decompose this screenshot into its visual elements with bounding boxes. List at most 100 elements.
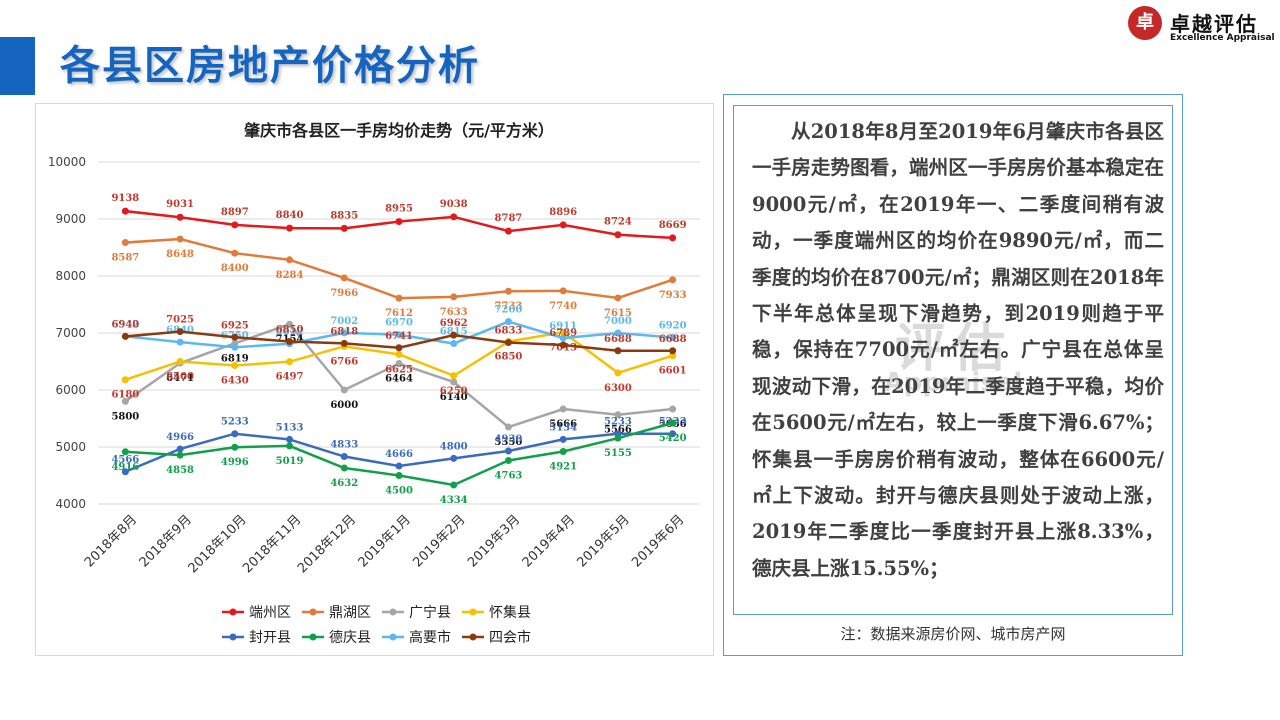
x-tick-label: 2019年2月: [410, 512, 468, 570]
data-label: 7733: [495, 301, 523, 312]
data-point: [504, 318, 512, 326]
data-point: [121, 376, 129, 384]
data-label: 6833: [495, 326, 523, 337]
data-label: 6925: [221, 320, 249, 331]
data-label: 4996: [221, 457, 249, 468]
data-point: [395, 218, 403, 226]
data-point: [286, 338, 294, 346]
watermark-en: Appraisal: [883, 368, 1023, 398]
data-label: 6850: [276, 325, 304, 336]
data-point: [504, 227, 512, 235]
data-label: 9138: [111, 193, 139, 204]
data-label: 7025: [166, 315, 194, 326]
data-point: [614, 434, 622, 442]
data-label: 5666: [549, 419, 577, 430]
data-label: 5155: [604, 448, 632, 459]
data-label: 6911: [549, 321, 577, 332]
y-tick-label: 6000: [55, 383, 86, 397]
data-label: 8835: [330, 210, 358, 221]
data-point: [176, 235, 184, 243]
price-trend-chart-panel: 肇庆市各县区一手房均价走势（元/平方米） 4000 5000 6000 7000 8000…: [35, 103, 714, 656]
data-label: 6000: [330, 400, 358, 411]
y-tick-label: 8000: [55, 269, 86, 283]
data-point: [450, 372, 458, 380]
data-label: 6962: [440, 318, 468, 329]
data-point: [559, 328, 567, 336]
data-label: 8787: [495, 213, 523, 224]
data-label: 7966: [330, 288, 358, 299]
data-label: 6940: [111, 319, 139, 330]
legend-label: 高要市: [409, 629, 451, 646]
data-point: [395, 360, 403, 368]
data-point: [286, 442, 294, 450]
data-point: [121, 332, 129, 340]
data-point: [121, 239, 129, 247]
data-point: [121, 468, 129, 476]
data-point: [286, 435, 294, 443]
data-point: [559, 287, 567, 295]
data-label: 5233: [604, 417, 632, 428]
data-label: 8724: [604, 217, 632, 228]
legend-label: 怀集县: [489, 604, 531, 621]
data-label: 9038: [440, 199, 468, 210]
x-tick-label: 2018年8月: [82, 512, 140, 570]
data-point: [231, 249, 239, 257]
data-point: [614, 294, 622, 302]
data-point: [450, 213, 458, 221]
analysis-panel: 评估 Appraisal 从2018年8月至2019年6月肇庆市各县区一手房走势…: [723, 94, 1183, 656]
data-point: [340, 386, 348, 394]
data-point: [231, 343, 239, 351]
source-note: 注：数据来源房价网、城市房产网: [840, 625, 1066, 643]
data-label: 6741: [385, 331, 413, 342]
x-tick-label: 2019年1月: [356, 512, 414, 570]
data-point: [340, 453, 348, 461]
data-label: 4930: [495, 434, 523, 445]
data-point: [450, 378, 458, 386]
data-label: 6920: [659, 321, 687, 332]
data-point: [450, 331, 458, 339]
data-label: 8587: [111, 253, 139, 264]
data-label: 6970: [385, 318, 413, 329]
data-label: 6497: [276, 372, 304, 383]
x-tick-label: 2018年12月: [295, 512, 359, 576]
data-point: [286, 320, 294, 328]
data-label: 6789: [549, 328, 577, 339]
watermark-cn: 评估: [894, 319, 1011, 379]
data-point: [395, 344, 403, 352]
title-accent-bar: [0, 37, 35, 95]
data-label: 4334: [440, 495, 468, 506]
data-point: [395, 350, 403, 358]
data-point: [614, 231, 622, 239]
data-label: 7612: [385, 308, 413, 319]
data-point: [559, 341, 567, 349]
data-label: 4763: [495, 471, 523, 482]
data-point: [340, 224, 348, 232]
data-point: [340, 339, 348, 347]
data-label: 6942: [111, 319, 139, 330]
data-point: [121, 397, 129, 405]
data-point: [450, 340, 458, 348]
data-point: [121, 207, 129, 215]
data-label: 7933: [659, 290, 687, 301]
data-label: 7740: [549, 301, 577, 312]
legend-label: 广宁县: [409, 604, 451, 621]
data-point: [504, 287, 512, 295]
data-point: [176, 338, 184, 346]
data-label: 4916: [111, 462, 139, 473]
data-point: [614, 329, 622, 337]
data-label: 9031: [166, 199, 194, 210]
data-point: [669, 419, 677, 427]
data-label: 6300: [604, 383, 632, 394]
data-point: [614, 347, 622, 355]
data-point: [231, 221, 239, 229]
y-tick-label: 9000: [55, 212, 86, 226]
data-label: 4666: [385, 449, 413, 460]
data-label: 8896: [549, 207, 577, 218]
data-point: [340, 329, 348, 337]
legend-label: 封开县: [249, 630, 291, 646]
data-label: 6818: [330, 326, 358, 337]
data-label: 7200: [495, 305, 523, 316]
data-label: 6180: [111, 390, 139, 401]
data-label: 6500: [166, 372, 194, 383]
legend-label: 端州区: [249, 605, 291, 621]
